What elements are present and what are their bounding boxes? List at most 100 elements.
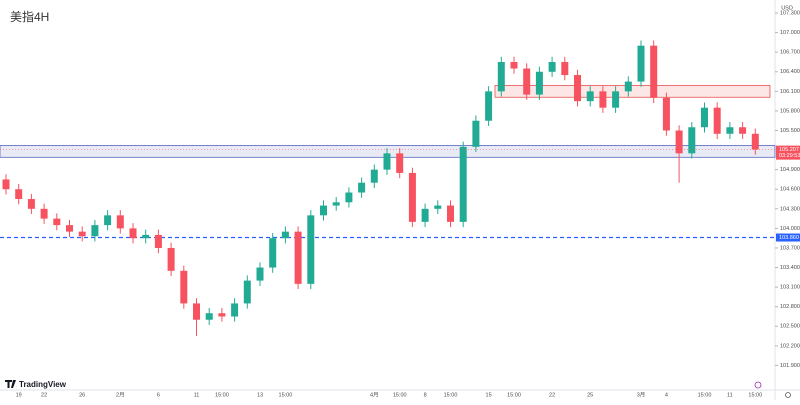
candle-body	[358, 182, 366, 193]
y-tick-label: 105.800	[780, 108, 800, 114]
y-tick-label: 107.300	[780, 11, 800, 17]
x-tick-label: 22	[41, 392, 47, 398]
candle-body	[548, 61, 556, 72]
candle-body	[205, 313, 213, 320]
candle-body	[15, 189, 23, 200]
x-tick-label: 4月	[370, 391, 379, 398]
candle-body	[612, 91, 620, 108]
hline-label: 103.860	[779, 235, 799, 241]
x-tick-label: 22	[549, 392, 555, 398]
currency: USD	[781, 5, 793, 11]
x-tick-label: 13	[257, 392, 263, 398]
countdown: 03:29:53	[779, 153, 800, 159]
candle-body	[472, 120, 480, 147]
logo-icon	[5, 380, 16, 388]
x-tick-label: 15:00	[507, 392, 521, 398]
y-tick-label: 104.000	[780, 226, 800, 232]
candle-body	[739, 127, 747, 134]
y-tick-label: 102.800	[780, 304, 800, 310]
candle-body	[167, 247, 175, 271]
candle-body	[447, 205, 454, 222]
last-price-label: 105.207	[779, 147, 799, 153]
candle-body	[586, 91, 594, 102]
candle-body	[599, 91, 607, 108]
x-tick-label: 25	[587, 392, 593, 398]
y-tick-label: 104.900	[780, 167, 800, 173]
y-tick-label: 101.900	[780, 363, 800, 369]
candle-body	[396, 153, 404, 173]
x-tick-label: 8	[424, 392, 427, 398]
x-tick-label: 6	[157, 392, 160, 398]
brand: TradingView	[19, 380, 67, 389]
candle-body	[662, 97, 670, 131]
candle-body	[421, 208, 429, 222]
x-tick-label: 15	[486, 392, 492, 398]
candle-body	[370, 169, 378, 183]
candle-body	[2, 179, 10, 190]
candle-body	[650, 45, 658, 98]
plot	[0, 40, 776, 337]
candle-body	[269, 238, 277, 268]
x-tick-label: 2月	[116, 391, 125, 398]
candle-body	[218, 313, 226, 317]
candle-body	[66, 225, 73, 232]
zone	[494, 85, 771, 98]
candle-body	[726, 127, 734, 134]
candle-body	[485, 91, 493, 121]
y-tick-label: 104.300	[780, 206, 800, 212]
candle-body	[231, 303, 239, 317]
candle-body	[104, 215, 112, 226]
last-price-bg	[776, 145, 800, 160]
x-tick-label: 19	[16, 392, 22, 398]
candle-body	[574, 75, 581, 102]
x-tick-label: 4	[665, 392, 668, 398]
y-tick-label: 105.500	[780, 128, 800, 134]
x-tick-label: 15:00	[698, 392, 712, 398]
candle-body	[27, 199, 35, 209]
candle-body	[78, 231, 86, 237]
y-tick-label: 106.100	[780, 89, 800, 95]
candle-body	[193, 303, 200, 320]
candle-body	[561, 61, 569, 76]
candle-body	[294, 231, 302, 284]
candle-body	[624, 81, 632, 92]
candle-body	[142, 234, 150, 239]
candle-body	[751, 133, 759, 150]
candle-body	[91, 225, 99, 237]
y-tick-label: 103.700	[780, 245, 800, 251]
candle-body	[459, 146, 467, 222]
x-tick-label: 15:00	[748, 392, 762, 398]
x-tick-label: 11	[194, 392, 200, 398]
candle-body	[307, 215, 315, 284]
y-tick-label: 106.400	[780, 69, 800, 75]
candle-body	[675, 130, 683, 154]
x-tick-label: 15:00	[215, 392, 229, 398]
y-tick-label: 103.400	[780, 265, 800, 271]
candle-body	[434, 205, 442, 209]
candle-body	[345, 192, 353, 203]
candle-body	[320, 205, 327, 216]
chart-title: 美指4H	[10, 9, 49, 24]
candle-body	[688, 127, 696, 154]
candle-body	[154, 234, 162, 248]
candle-body	[116, 215, 124, 229]
event-icon[interactable]	[754, 381, 762, 389]
y-tick-label: 104.600	[780, 187, 800, 193]
candle-body	[129, 228, 137, 239]
x-tick-label: 3月	[637, 391, 646, 398]
candle-body	[53, 218, 61, 226]
y-tick-label: 103.100	[780, 285, 800, 291]
y-tick-label: 102.500	[780, 324, 800, 330]
candle-body	[408, 172, 416, 222]
y-tick-label: 106.700	[780, 50, 800, 56]
y-tick-label: 107.000	[780, 30, 800, 36]
settings-icon[interactable]	[785, 392, 791, 398]
candle-body	[497, 61, 505, 92]
x-tick-label: 15:00	[279, 392, 293, 398]
candle-body	[332, 202, 340, 206]
candle-body	[713, 107, 721, 134]
x-tick-label: 26	[79, 392, 85, 398]
x-tick-label: 15:00	[444, 392, 458, 398]
